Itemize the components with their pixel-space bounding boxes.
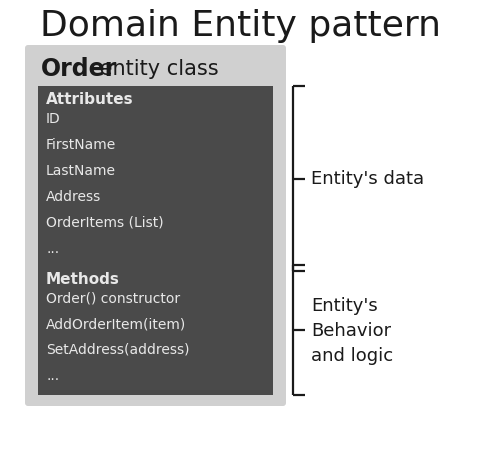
Text: LastName: LastName [46,163,116,178]
Text: Address: Address [46,189,101,204]
Text: FirstName: FirstName [46,138,116,152]
Text: SetAddress(address): SetAddress(address) [46,342,190,356]
FancyBboxPatch shape [38,87,273,271]
Text: Domain Entity pattern: Domain Entity pattern [40,9,440,43]
Text: Entity's data: Entity's data [311,170,424,188]
Text: ...: ... [46,242,59,256]
FancyBboxPatch shape [25,46,286,406]
Text: Methods: Methods [46,271,120,286]
Text: ID: ID [46,112,61,126]
Text: Entity's
Behavior
and logic: Entity's Behavior and logic [311,296,393,364]
Text: AddOrderItem(item): AddOrderItem(item) [46,316,186,330]
Text: Attributes: Attributes [46,92,134,107]
Text: Order: Order [41,57,117,81]
Text: ...: ... [46,368,59,382]
Text: entity class: entity class [93,59,218,79]
FancyBboxPatch shape [38,265,273,395]
Text: OrderItems (List): OrderItems (List) [46,216,164,230]
Text: Order() constructor: Order() constructor [46,290,180,304]
